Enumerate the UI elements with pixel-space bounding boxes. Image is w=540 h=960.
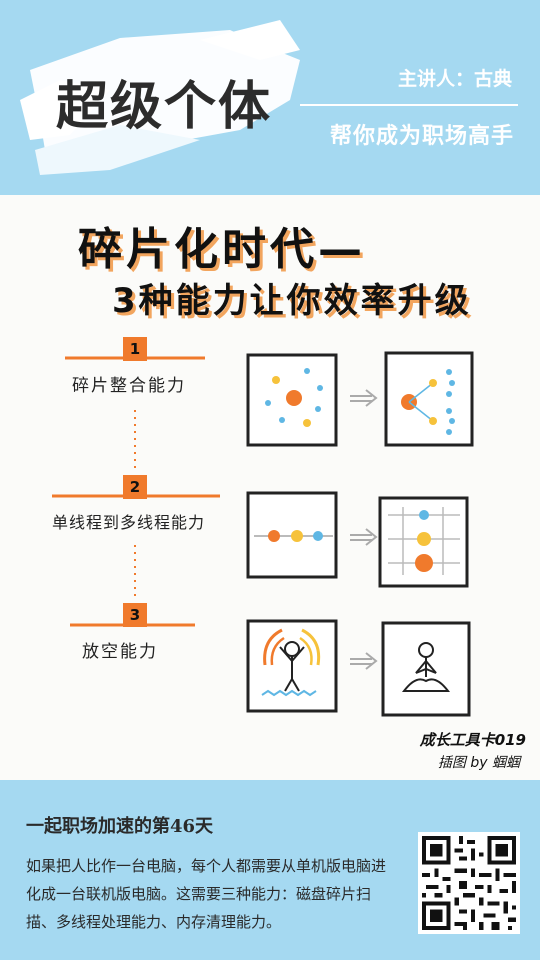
day-title: 一起职场加速的第46天 [26,816,214,837]
card-signature: 成长工具卡019 [419,731,526,749]
arrow-icon-2 [350,528,378,546]
speaker-label: 主讲人：古典 [397,68,512,90]
header-banner: 超级个体 主讲人：古典 帮你成为职场高手 [0,0,540,195]
single-thread-box [246,491,338,579]
arrow-icon-1 [350,389,378,407]
illustration-card: 碎片化时代— 3种能力让你效率升级 1 碎片整合能力 2 单线程到多线程能力 3… [0,195,540,780]
arrow-icon-3 [350,652,378,670]
ability-1-number: 1 [123,337,147,361]
multi-thread-box [378,496,469,588]
illustrator-credit: 插图 by 蝈蝈 [437,755,520,771]
slogan: 帮你成为职场高手 [329,124,514,149]
qr-code-icon[interactable] [418,832,520,934]
stressed-person-box [246,619,338,713]
header-divider [300,104,518,106]
ability-2-label: 单线程到多线程能力 [52,513,206,532]
scattered-dots-box [246,353,338,447]
card-title-line1: 碎片化时代— [78,224,366,275]
ability-1-label: 碎片整合能力 [72,376,186,396]
page-title: 超级个体 [56,76,273,137]
torn-paper-decoration [20,20,300,175]
ability-3-number: 3 [123,603,147,627]
footer-panel: 一起职场加速的第46天 如果把人比作一台电脑，每个人都需要从单机版电脑进化成一台… [0,780,540,960]
description-text: 如果把人比作一台电脑，每个人都需要从单机版电脑进化成一台联机版电脑。这需要三种能… [26,857,387,931]
meditating-person-box [381,621,471,717]
ability-2-number: 2 [123,475,147,499]
ability-3-label: 放空能力 [82,642,158,662]
organized-tree-box [384,351,474,447]
card-title-line2: 3种能力让你效率升级 [112,281,472,321]
